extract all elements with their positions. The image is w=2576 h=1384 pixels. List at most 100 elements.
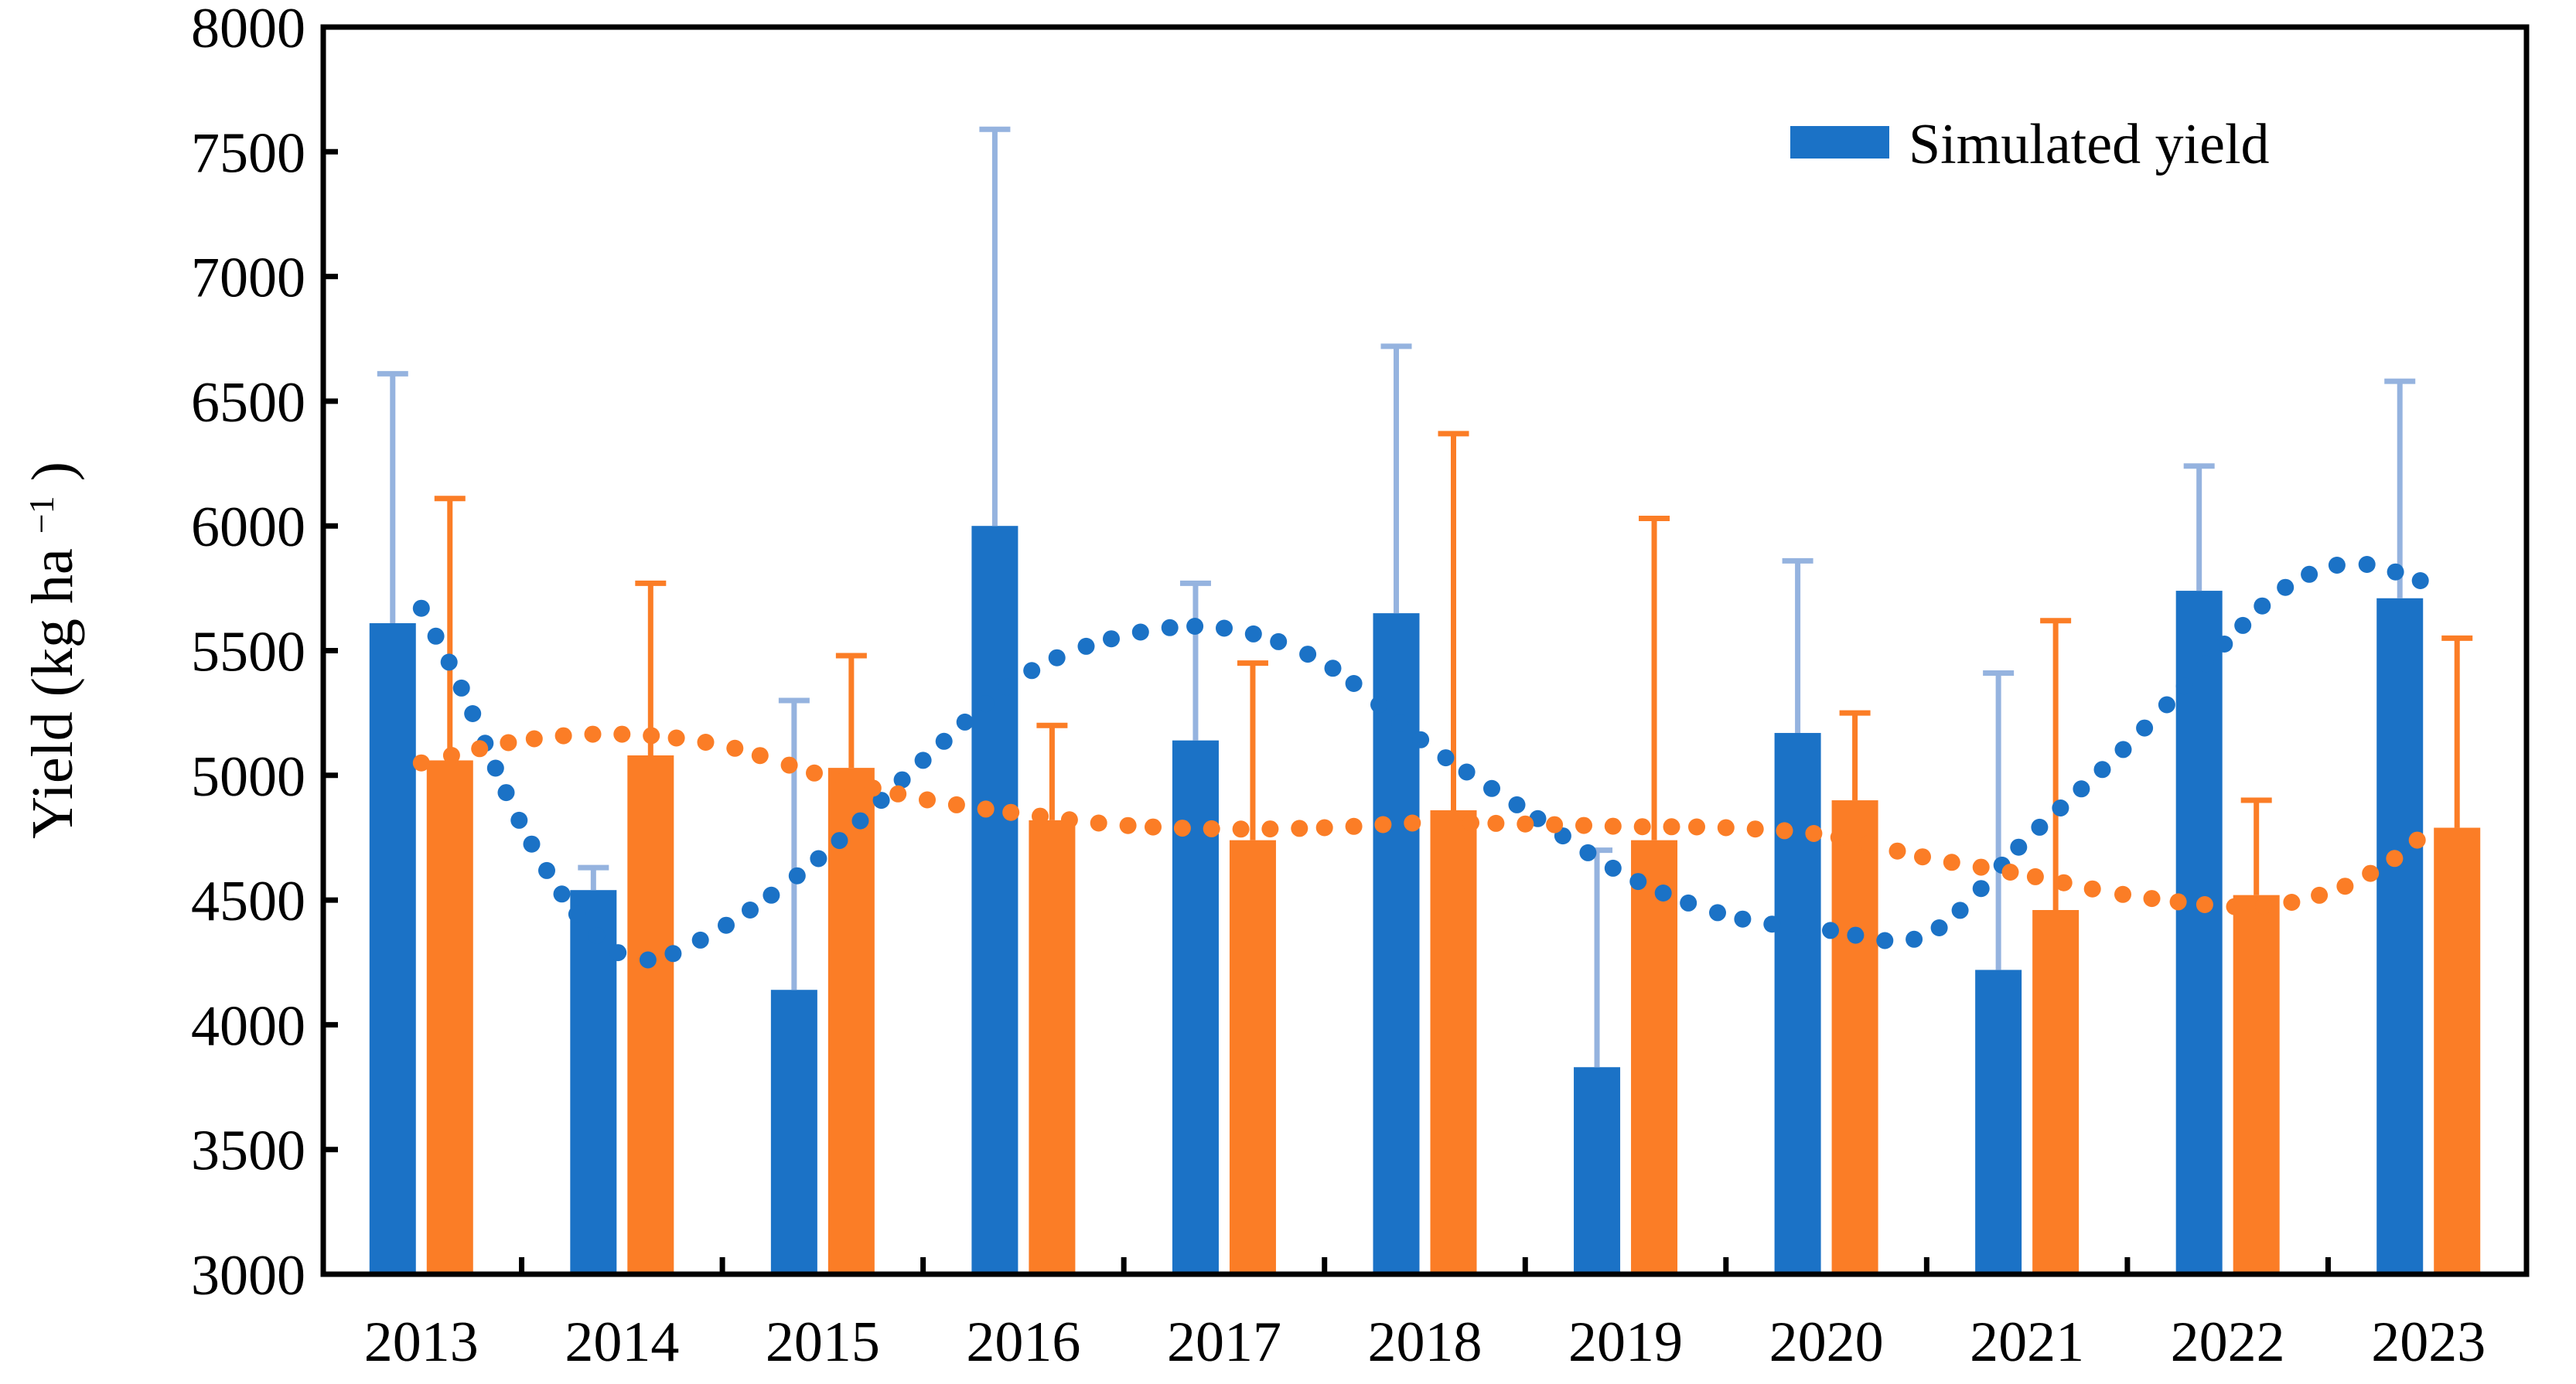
trend-dot-second xyxy=(2255,897,2273,915)
trend-dot-simulated xyxy=(1131,623,1149,641)
trend-dot-simulated xyxy=(1216,619,1233,637)
error-bar-second-2023 xyxy=(2441,635,2473,828)
bar-second-2020 xyxy=(1831,800,1878,1274)
bar-simulated-2020 xyxy=(1774,732,1821,1274)
trend-dot-second xyxy=(1232,820,1250,838)
trend-dot-simulated xyxy=(427,627,445,645)
trend-dot-simulated xyxy=(1370,696,1387,714)
trend-dot-second xyxy=(1145,818,1162,836)
trend-dot-second xyxy=(2001,864,2019,881)
y-tick-label: 7500 xyxy=(191,121,305,185)
trend-dot-simulated xyxy=(872,792,890,810)
trend-dot-second xyxy=(2311,886,2329,904)
bar-simulated-2014 xyxy=(570,890,617,1274)
trend-dot-simulated xyxy=(2114,741,2132,758)
x-tick-labels: 2013 2014 2015 2016 2017 2018 2019 2020 2021 2022… xyxy=(364,1311,2486,1374)
trend-dot-simulated xyxy=(2073,780,2090,798)
trend-dot-second xyxy=(1002,803,1020,821)
trend-dot-second xyxy=(2386,850,2404,868)
error-bar-simulated-2021 xyxy=(1983,670,2015,970)
trend-dot-simulated xyxy=(2158,696,2175,714)
x-tick-label: 2019 xyxy=(1568,1311,1683,1374)
trend-dot-second xyxy=(780,756,798,774)
trend-dot-simulated xyxy=(893,771,911,789)
y-tick-label: 3000 xyxy=(191,1244,305,1307)
trend-dot-simulated xyxy=(1734,910,1752,928)
trend-dot-simulated xyxy=(568,905,585,923)
trend-dot-second xyxy=(751,747,769,765)
bar-second-2014 xyxy=(627,755,674,1274)
trend-dot-simulated xyxy=(1906,930,1923,948)
bar-simulated-2013 xyxy=(369,623,416,1274)
error-bar-second-2017 xyxy=(1237,660,1268,840)
error-bars-layer xyxy=(377,126,2473,1068)
trend-dot-simulated xyxy=(810,850,827,868)
x-tick-label: 2022 xyxy=(2171,1311,2285,1374)
trend-dot-simulated xyxy=(1270,632,1288,650)
axis-ticks xyxy=(324,24,2331,1277)
trend-dot-second xyxy=(977,800,995,818)
trend-dot-simulated xyxy=(1930,919,1948,936)
trend-dot-simulated xyxy=(691,931,709,949)
trend-dot-second xyxy=(525,730,543,748)
trend-dot-second xyxy=(412,754,430,772)
bar-simulated-2015 xyxy=(770,990,817,1274)
trend-dot-second xyxy=(1433,813,1451,831)
y-tick-label: 4000 xyxy=(191,994,305,1058)
trend-dot-simulated xyxy=(1048,649,1066,666)
trend-dot-second xyxy=(1746,820,1764,838)
error-bar-simulated-2019 xyxy=(1581,847,1613,1068)
trend-dot-simulated xyxy=(1458,763,1476,781)
y-tick-label: 4500 xyxy=(191,870,305,933)
trend-dot-second xyxy=(1374,816,1392,833)
trend-dot-simulated xyxy=(464,705,482,722)
trend-dot-second xyxy=(1663,818,1680,836)
trend-dot-simulated xyxy=(956,713,974,731)
y-axis-title-close: ) xyxy=(20,462,85,481)
trend-dot-second xyxy=(1487,814,1505,832)
trend-dot-second xyxy=(2083,880,2101,898)
bar-second-2019 xyxy=(1631,840,1678,1274)
trend-dot-second xyxy=(2026,868,2044,885)
bar-simulated-2019 xyxy=(1574,1067,1621,1274)
trend-dot-simulated xyxy=(1324,660,1342,677)
trend-dot-simulated xyxy=(935,732,953,750)
error-bar-simulated-2015 xyxy=(778,697,810,990)
axes-frame-layer xyxy=(320,24,2530,1277)
trend-dot-simulated xyxy=(497,784,515,802)
trend-dot-simulated xyxy=(1244,625,1262,643)
trend-dot-simulated xyxy=(831,832,848,850)
trend-dot-second xyxy=(1546,816,1564,833)
trend-dot-simulated xyxy=(2328,557,2346,574)
trend-dot-simulated xyxy=(2010,838,2028,856)
trend-dot-simulated xyxy=(2411,572,2429,589)
bar-second-2015 xyxy=(827,768,875,1274)
error-bar-simulated-2014 xyxy=(578,864,609,891)
trend-dot-second xyxy=(442,747,460,764)
trend-dot-second xyxy=(1972,858,1990,876)
trend-dot-simulated xyxy=(1103,630,1120,648)
error-bar-simulated-2013 xyxy=(377,370,408,624)
trend-dot-simulated xyxy=(1508,796,1526,813)
trend-dot-second xyxy=(2143,890,2161,908)
error-bar-simulated-2018 xyxy=(1380,343,1412,614)
trend-dot-simulated xyxy=(664,945,682,963)
trend-dot-simulated xyxy=(788,867,806,885)
trend-dot-second xyxy=(1776,822,1793,840)
legend-swatch-simulated-yield xyxy=(1790,126,1889,159)
error-bar-simulated-2022 xyxy=(2183,463,2215,591)
trend-dot-simulated xyxy=(2216,636,2233,653)
trend-dot-simulated xyxy=(1763,915,1781,933)
trend-dot-second xyxy=(1688,818,1705,836)
trend-dot-simulated xyxy=(2136,719,2154,737)
trend-dot-simulated xyxy=(2277,578,2295,596)
trend-dot-simulated xyxy=(1680,894,1697,912)
trend-dot-simulated xyxy=(977,695,995,713)
error-bar-second-2019 xyxy=(1639,516,1670,840)
y-tick-label: 7000 xyxy=(191,247,305,310)
trend-dot-second xyxy=(1173,820,1191,837)
trend-dot-second xyxy=(864,779,882,797)
error-bar-simulated-2016 xyxy=(979,126,1011,527)
trend-dot-second xyxy=(2336,878,2354,895)
trend-dot-simulated xyxy=(510,811,528,829)
